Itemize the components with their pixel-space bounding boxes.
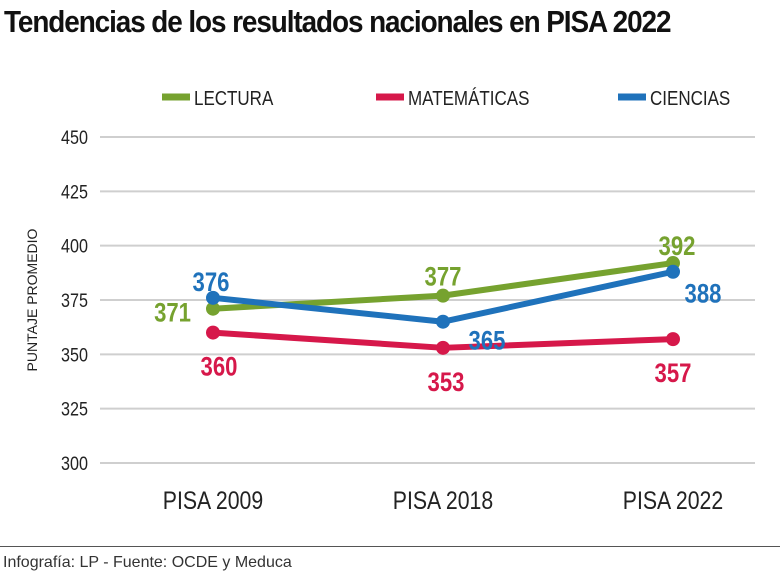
y-tick-label: 300 bbox=[61, 453, 88, 475]
data-point bbox=[206, 325, 220, 340]
legend-label: CIENCIAS bbox=[650, 87, 730, 110]
data-label: 392 bbox=[659, 232, 696, 262]
data-point bbox=[206, 301, 220, 316]
y-tick-label: 325 bbox=[61, 398, 88, 420]
footer-credit: Infografía: LP - Fuente: OCDE y Meduca bbox=[3, 554, 292, 571]
footer-divider bbox=[0, 546, 780, 547]
data-point bbox=[436, 314, 450, 329]
data-point bbox=[666, 264, 680, 279]
data-point bbox=[206, 290, 220, 305]
x-tick-label: PISA 2018 bbox=[393, 486, 493, 514]
data-label: 365 bbox=[469, 327, 506, 357]
data-label: 388 bbox=[685, 280, 722, 310]
y-tick-label: 425 bbox=[61, 181, 88, 203]
data-label: 360 bbox=[201, 353, 238, 383]
legend-label: LECTURA bbox=[194, 87, 274, 110]
y-tick-label: 375 bbox=[61, 290, 88, 312]
x-tick-label: PISA 2022 bbox=[623, 486, 723, 514]
data-point bbox=[436, 340, 450, 355]
data-label: 376 bbox=[193, 268, 230, 298]
y-axis-label: PUNTAJE PROMEDIO bbox=[24, 228, 40, 371]
data-label: 357 bbox=[655, 359, 692, 389]
line-chart: 300 325 350 375 400 425 450 PUNTAJE PROMEDIO PIS… bbox=[24, 87, 755, 514]
data-label: 371 bbox=[154, 299, 191, 329]
data-label: 353 bbox=[428, 368, 465, 398]
y-tick-label: 400 bbox=[61, 235, 88, 257]
y-tick-label: 450 bbox=[61, 127, 88, 149]
chart-title: Tendencias de los resultados nacionales … bbox=[4, 4, 672, 39]
data-label: 377 bbox=[425, 263, 462, 293]
data-point bbox=[436, 288, 450, 303]
x-tick-label: PISA 2009 bbox=[163, 486, 263, 514]
y-tick-label: 350 bbox=[61, 344, 88, 366]
legend-label: MATEMÁTICAS bbox=[408, 87, 529, 110]
data-point bbox=[666, 332, 680, 347]
